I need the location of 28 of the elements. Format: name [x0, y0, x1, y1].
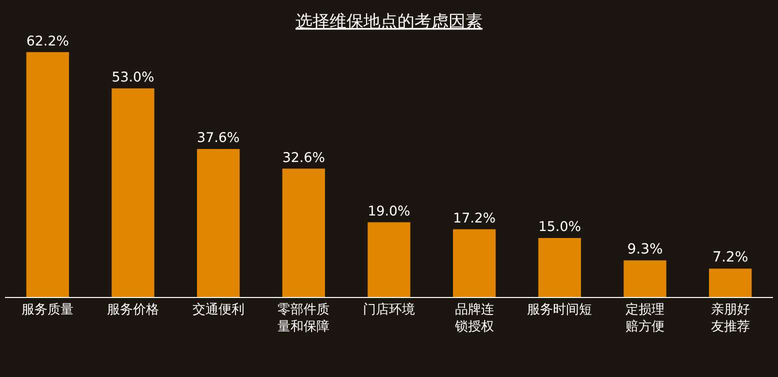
bar	[26, 52, 69, 297]
data-label: 17.2%	[453, 211, 496, 226]
x-tick-label: 门店环境	[363, 302, 415, 318]
data-label: 19.0%	[368, 204, 410, 220]
x-tick-label: 服务时间短	[527, 302, 592, 318]
x-tick-label: 零部件质量和保障	[278, 302, 330, 334]
bar	[709, 268, 752, 297]
data-label: 62.2%	[26, 34, 69, 50]
x-tick-label: 亲朋好友推荐	[710, 302, 750, 334]
bar	[453, 229, 496, 297]
data-label: 37.6%	[197, 131, 240, 146]
bar	[368, 222, 410, 297]
data-label: 15.0%	[538, 220, 581, 236]
data-label: 53.0%	[112, 70, 154, 86]
bar	[538, 238, 581, 297]
bar	[624, 260, 666, 297]
bar	[112, 88, 154, 297]
x-tick-label: 定损理赔方便	[626, 302, 664, 334]
x-tick-label: 服务价格	[107, 302, 159, 318]
data-label: 7.2%	[712, 250, 748, 266]
x-tick-label: 交通便利	[192, 302, 244, 318]
x-tick-label: 服务质量	[22, 302, 74, 318]
bar	[197, 148, 240, 297]
x-tick-label: 品牌连锁授权	[454, 302, 494, 334]
data-label: 32.6%	[282, 150, 325, 166]
bar	[282, 168, 325, 297]
data-label: 9.3%	[627, 241, 663, 258]
chart-title: 选择维保地点的考虑因素	[296, 12, 482, 32]
